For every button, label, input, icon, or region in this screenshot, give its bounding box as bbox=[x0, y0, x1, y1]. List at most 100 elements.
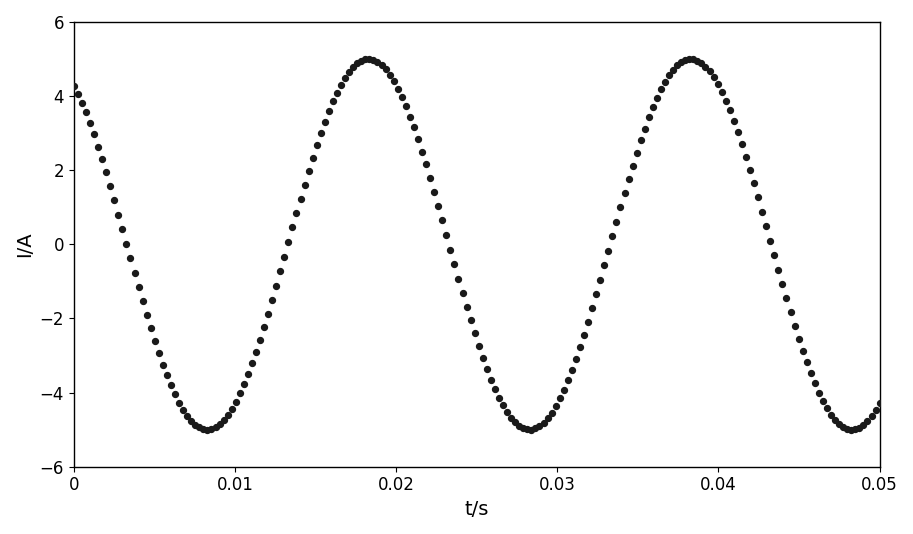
Point bbox=[75, 98, 89, 107]
Point bbox=[87, 130, 101, 139]
Point bbox=[532, 422, 547, 430]
Point bbox=[233, 389, 247, 398]
Point bbox=[459, 303, 474, 311]
Point bbox=[750, 193, 765, 202]
Point bbox=[556, 386, 571, 394]
Point bbox=[419, 160, 434, 169]
Point bbox=[504, 414, 519, 422]
Point bbox=[678, 56, 693, 65]
Point bbox=[200, 426, 215, 434]
Point bbox=[131, 283, 146, 292]
Point bbox=[540, 414, 555, 422]
Point bbox=[172, 398, 186, 407]
Y-axis label: I/A: I/A bbox=[15, 232, 34, 257]
Point bbox=[318, 117, 332, 126]
Point bbox=[601, 247, 615, 255]
Point bbox=[581, 317, 595, 326]
Point bbox=[674, 58, 688, 67]
Point bbox=[277, 253, 291, 261]
Point bbox=[755, 207, 770, 216]
Point bbox=[747, 179, 761, 187]
Point bbox=[281, 238, 296, 246]
X-axis label: t/s: t/s bbox=[465, 500, 488, 519]
Point bbox=[666, 66, 680, 74]
Point bbox=[265, 295, 279, 304]
Point bbox=[366, 56, 381, 64]
Point bbox=[614, 203, 628, 211]
Point bbox=[321, 107, 336, 115]
Point bbox=[528, 424, 542, 433]
Point bbox=[783, 308, 798, 317]
Point bbox=[346, 63, 361, 72]
Point bbox=[792, 334, 806, 343]
Point bbox=[383, 70, 397, 79]
Point bbox=[326, 97, 341, 106]
Point bbox=[99, 168, 113, 177]
Point bbox=[399, 102, 414, 111]
Point bbox=[338, 74, 352, 82]
Point bbox=[476, 354, 490, 362]
Point bbox=[569, 355, 583, 363]
Point bbox=[241, 370, 256, 379]
Point bbox=[800, 358, 814, 367]
Point bbox=[657, 77, 672, 86]
Point bbox=[479, 365, 494, 373]
Point bbox=[516, 424, 530, 433]
Point bbox=[549, 402, 563, 411]
Point bbox=[512, 422, 527, 430]
Point bbox=[714, 88, 729, 96]
Point bbox=[216, 416, 231, 425]
Point bbox=[111, 210, 126, 219]
Point bbox=[775, 280, 790, 288]
Point bbox=[245, 359, 259, 368]
Point bbox=[812, 388, 826, 397]
Point bbox=[702, 67, 717, 76]
Point bbox=[225, 405, 239, 413]
Point bbox=[471, 342, 486, 350]
Point bbox=[625, 161, 640, 170]
Point bbox=[423, 174, 437, 182]
Point bbox=[443, 245, 457, 254]
Point bbox=[544, 409, 559, 417]
Point bbox=[654, 85, 668, 93]
Point bbox=[698, 62, 713, 71]
Point bbox=[411, 135, 425, 144]
Point bbox=[637, 124, 652, 133]
Point bbox=[269, 281, 284, 290]
Point bbox=[228, 397, 243, 406]
Point bbox=[617, 189, 632, 198]
Point bbox=[95, 155, 110, 163]
Point bbox=[107, 196, 121, 205]
Point bbox=[577, 331, 592, 339]
Point bbox=[707, 73, 721, 82]
Point bbox=[127, 269, 142, 277]
Point bbox=[727, 116, 741, 125]
Point bbox=[865, 412, 879, 420]
Point bbox=[868, 406, 883, 414]
Point bbox=[564, 366, 579, 374]
Point bbox=[168, 390, 183, 399]
Point bbox=[79, 108, 93, 116]
Point bbox=[832, 420, 846, 428]
Point bbox=[451, 274, 466, 283]
Point bbox=[844, 426, 858, 434]
Point bbox=[536, 419, 551, 427]
Point bbox=[341, 68, 356, 76]
Point bbox=[160, 371, 174, 380]
Point bbox=[463, 316, 477, 325]
Point bbox=[394, 93, 409, 101]
Point bbox=[439, 231, 454, 239]
Point bbox=[771, 266, 786, 274]
Point bbox=[807, 379, 822, 388]
Point bbox=[524, 425, 539, 434]
Point bbox=[115, 225, 130, 233]
Point bbox=[135, 297, 150, 305]
Point bbox=[155, 360, 170, 369]
Point bbox=[456, 288, 470, 297]
Point bbox=[686, 55, 700, 64]
Point bbox=[492, 394, 507, 402]
Point bbox=[140, 311, 154, 319]
Point bbox=[593, 276, 607, 284]
Point bbox=[856, 421, 871, 429]
Point bbox=[552, 394, 567, 403]
